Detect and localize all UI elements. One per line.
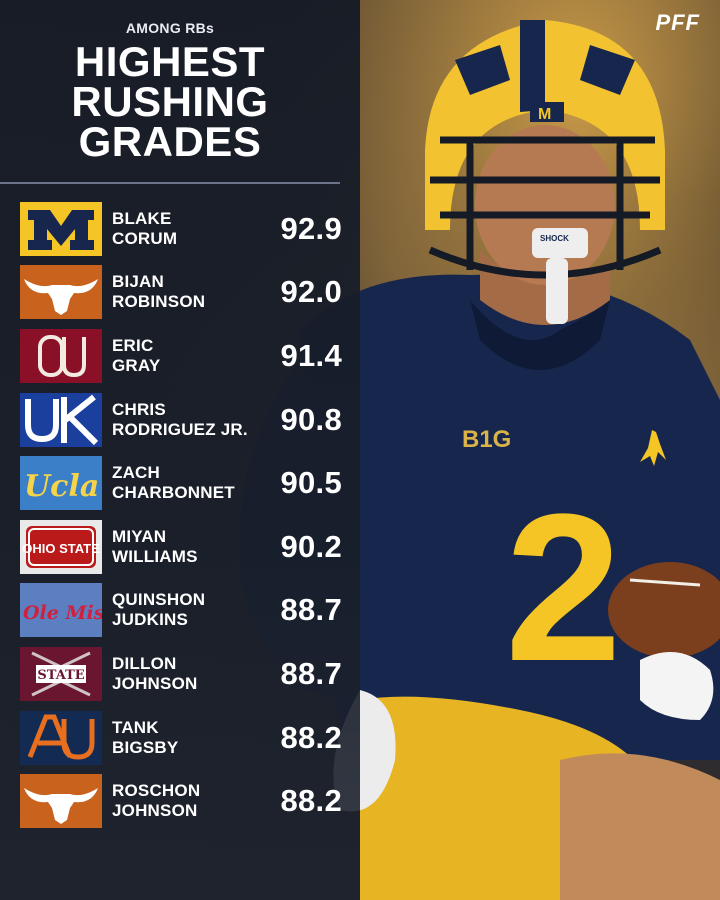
jersey-number: 2 (505, 470, 622, 705)
player-name: TANK BIGSBY (112, 717, 179, 757)
player-name: ERIC GRAY (112, 335, 161, 375)
svg-text:STATE: STATE (37, 668, 84, 683)
player-name: ROSCHON JOHNSON (112, 781, 201, 821)
list-item: STATE DILLON JOHNSON 88.7 (20, 642, 342, 706)
list-item: OU ERIC GRAY 91.4 (20, 324, 342, 388)
svg-text:Ole Miss: Ole Miss (23, 602, 102, 624)
kentucky-logo (20, 392, 102, 447)
rushing-grade: 88.7 (280, 655, 342, 691)
player-name: MIYAN WILLIAMS (112, 526, 198, 566)
list-item: BIJAN ROBINSON 92.0 (20, 261, 342, 325)
big-ten-patch: B1G (462, 426, 511, 453)
player-name: BIJAN ROBINSON (112, 272, 206, 312)
list-item: OHIO STATE MIYAN WILLIAMS 90.2 (20, 515, 342, 579)
oklahoma-logo: OU (20, 328, 102, 383)
mississippi-state-logo: STATE (20, 646, 102, 701)
pff-logo: PFF (655, 10, 700, 35)
rushing-grade: 90.5 (280, 465, 342, 501)
svg-text:OHIO STATE: OHIO STATE (22, 541, 100, 556)
rushing-grade: 90.2 (280, 528, 342, 564)
player-name: CHRIS RODRIGUEZ JR. (112, 399, 248, 439)
michigan-logo (20, 201, 102, 256)
helmet-logo: M (538, 106, 551, 123)
rushing-grade: 88.2 (280, 719, 342, 755)
rushing-grade: 91.4 (280, 337, 342, 373)
list-item: Ole Miss QUINSHON JUDKINS 88.7 (20, 579, 342, 643)
jordan-logo-icon (640, 430, 666, 466)
texas-longhorn-logo (20, 774, 102, 829)
page-title: HIGHEST RUSHING GRADES (71, 38, 269, 165)
ole-miss-logo: Ole Miss (20, 583, 102, 638)
player-name: ZACH CHARBONNET (112, 463, 235, 503)
rankings-panel: AMONG RBs HIGHEST RUSHING GRADES BLAKE C… (0, 0, 360, 900)
mouthguard-text: SHOCK (540, 234, 569, 243)
list-item: Ucla ZACH CHARBONNET 90.5 (20, 451, 342, 515)
rushing-grade: 92.0 (280, 274, 342, 310)
header: AMONG RBs HIGHEST RUSHING GRADES (0, 20, 340, 165)
list-item: ROSCHON JOHNSON 88.2 (20, 769, 342, 833)
player-name: BLAKE CORUM (112, 208, 178, 248)
rushing-grade: 92.9 (280, 210, 342, 246)
texas-longhorn-logo (20, 265, 102, 320)
rushing-grade: 90.8 (280, 401, 342, 437)
kicker: AMONG RBs (125, 20, 215, 36)
auburn-logo (20, 710, 102, 765)
ohio-state-logo: OHIO STATE (20, 519, 102, 574)
player-name: DILLON JOHNSON (112, 653, 198, 693)
list-item: TANK BIGSBY 88.2 (20, 706, 342, 770)
ucla-logo: Ucla (20, 456, 102, 511)
list-item: CHRIS RODRIGUEZ JR. 90.8 (20, 388, 342, 452)
svg-text:Ucla: Ucla (24, 469, 99, 504)
player-list: BLAKE CORUM 92.9 BIJAN ROBINSON 92.0 (20, 197, 342, 833)
divider (0, 182, 340, 184)
list-item: BLAKE CORUM 92.9 (20, 197, 342, 261)
rushing-grade: 88.2 (280, 783, 342, 819)
player-name: QUINSHON JUDKINS (112, 590, 206, 630)
rushing-grade: 88.7 (280, 592, 342, 628)
